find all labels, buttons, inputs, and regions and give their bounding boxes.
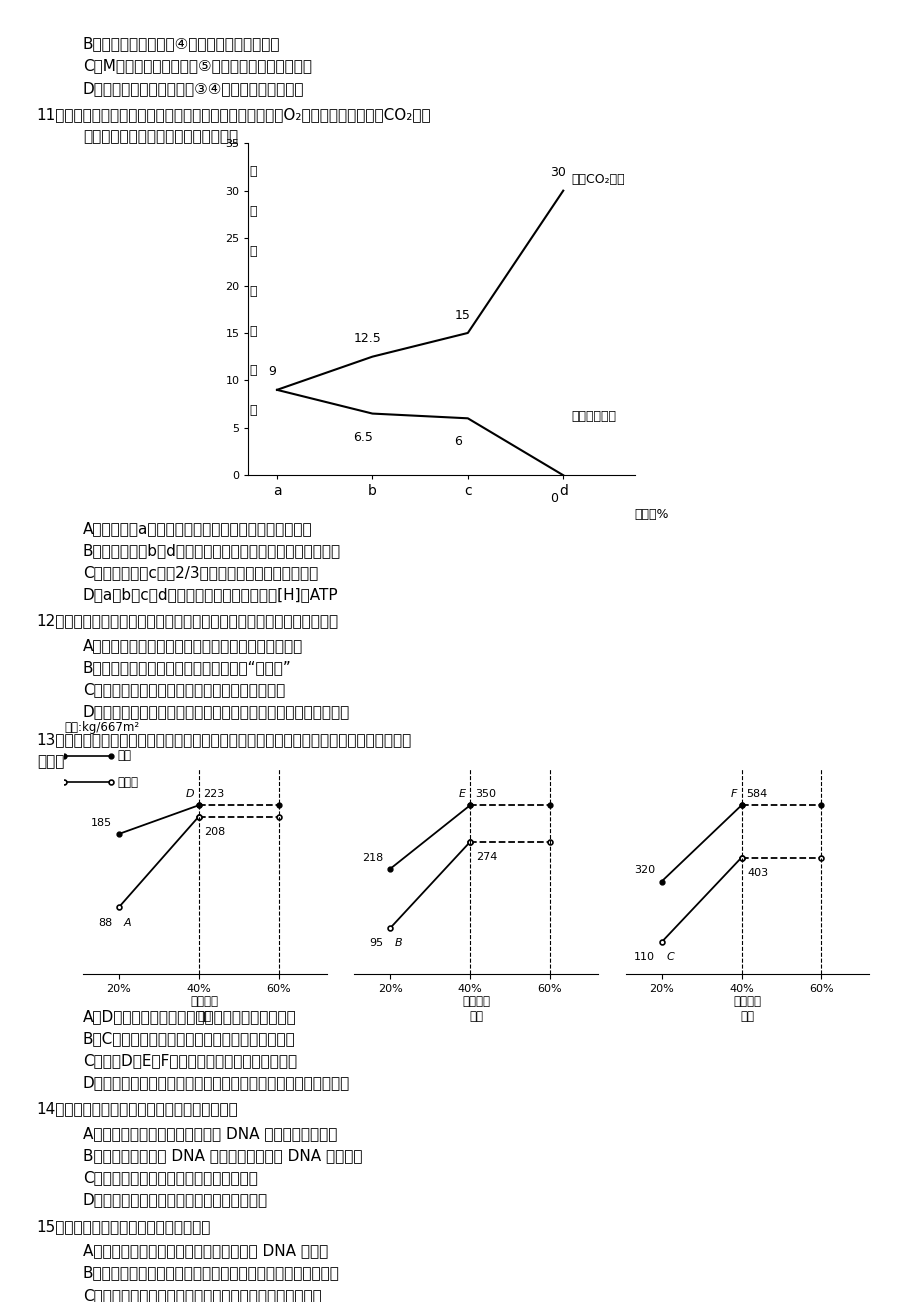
Text: C．有丝分裂过程中抑制纺锤体的形成后着丝点仍然能分裂: C．有丝分裂过程中抑制纺锤体的形成后着丝点仍然能分裂 [83,1288,322,1302]
Text: 0: 0 [550,492,557,505]
X-axis label: 土壤湿度
强光: 土壤湿度 强光 [732,995,761,1023]
Text: B．包扎伤口时应选择消毒透气的纱布或“创可贴”: B．包扎伤口时应选择消毒透气的纱布或“创可贴” [83,660,291,676]
Text: 误的是: 误的是 [37,754,64,769]
Text: D．a、b、c、d不同氧浓度下，细胞都产生[H]和ATP: D．a、b、c、d不同氧浓度下，细胞都产生[H]和ATP [83,587,338,603]
Text: B．C点条件下限制小麦增产的主要因素是土壤湿度: B．C点条件下限制小麦增产的主要因素是土壤湿度 [83,1031,295,1047]
Text: 单位:kg/667m²: 单位:kg/667m² [64,721,140,734]
Text: A．氧浓度为a时酵母菌没有有氧呼吸，只进行无氧呼吸: A．氧浓度为a时酵母菌没有有氧呼吸，只进行无氧呼吸 [83,521,312,536]
Text: 14．下列关于动物细胞有丝分裂的叙述正确的是: 14．下列关于动物细胞有丝分裂的叙述正确的是 [37,1101,238,1117]
Text: 施肥: 施肥 [118,749,131,762]
Text: 30: 30 [550,167,566,180]
Text: A．提倡慢跑等有氧运动避免肌细胞无氧呼吸产生乳酸: A．提倡慢跑等有氧运动避免肌细胞无氧呼吸产生乳酸 [83,638,302,654]
Text: C．动物体内所有的细胞都处于细胞周期中: C．动物体内所有的细胞都处于细胞周期中 [83,1170,257,1186]
Text: 12．呼吸作用的原理在生产中具有广泛的应用。下列相关叙述不正确的是: 12．呼吸作用的原理在生产中具有广泛的应用。下列相关叙述不正确的是 [37,613,338,629]
Text: D．在氧气充足的情况下，③④进程发生于线粒体中: D．在氧气充足的情况下，③④进程发生于线粒体中 [83,81,304,96]
Text: 274: 274 [475,853,496,862]
Text: D．分裂后期，染色体数和染色体组数都加倍: D．分裂后期，染色体数和染色体组数都加倍 [83,1193,267,1208]
Text: B．真核生物中只存在有丝分裂和减数分裂，不会发生无丝分裂: B．真核生物中只存在有丝分裂和减数分裂，不会发生无丝分裂 [83,1266,339,1281]
Text: 如下图所示。据图中信息推断错误的是: 如下图所示。据图中信息推断错误的是 [83,129,238,145]
Text: 的: 的 [249,324,256,337]
Text: 质: 质 [249,285,256,298]
Text: C．M物质应该是丙酮酸，⑤过程不会发生在线粒体中: C．M物质应该是丙酮酸，⑤过程不会发生在线粒体中 [83,59,312,74]
Text: D．给稻田定期排水的主要目的是防止水稻根系因缺氧而变黑腐烂: D．给稻田定期排水的主要目的是防止水稻根系因缺氧而变黑腐烂 [83,704,349,720]
Text: C．比较D、E、F三点时实验的自变量是光照强度: C．比较D、E、F三点时实验的自变量是光照强度 [83,1053,297,1069]
Text: C．粮食和蔬菜水果储藏时要降低温度、保持干燥: C．粮食和蔬菜水果储藏时要降低温度、保持干燥 [83,682,285,698]
X-axis label: 土壤湿度
中光: 土壤湿度 中光 [461,995,490,1023]
Text: A．分裂间期，在细胞核中发生了 DNA 复制、转录和翻译: A．分裂间期，在细胞核中发生了 DNA 复制、转录和翻译 [83,1126,336,1142]
Text: 不施肥: 不施肥 [118,776,138,789]
Text: B: B [394,939,403,948]
Text: 15: 15 [455,309,471,322]
Text: 12.5: 12.5 [354,332,381,345]
Text: 物: 物 [249,245,256,258]
Text: 11．有一瓶混有酵母菌的葡萄糖培养液，当通入不同浓度的O₂时，其产生的酒精和CO₂的量: 11．有一瓶混有酵母菌的葡萄糖培养液，当通入不同浓度的O₂时，其产生的酒精和CO… [37,107,431,122]
Text: 208: 208 [204,827,225,837]
Text: 403: 403 [746,868,767,878]
Text: 223: 223 [203,789,224,799]
Text: 350: 350 [474,789,495,799]
Text: B．当氧浓度为b和d时，酵母菌细胞呼吸消耗的葡萄糖量相等: B．当氧浓度为b和d时，酵母菌细胞呼吸消耗的葡萄糖量相等 [83,543,341,559]
Text: 110: 110 [633,953,654,962]
Text: D: D [185,789,194,799]
Text: 15．下列关于细胞增殖的叙述不正确的是: 15．下列关于细胞增殖的叙述不正确的是 [37,1219,211,1234]
Text: 218: 218 [362,853,383,863]
Text: 氧浓度%: 氧浓度% [634,509,669,521]
Text: C．当氧浓度为c时，2/3的葡萄糖用于酵母菌酒精发酵: C．当氧浓度为c时，2/3的葡萄糖用于酵母菌酒精发酵 [83,565,318,581]
Text: F: F [730,789,736,799]
Text: 13．在某些因素的作用和影响下可以获得不同产量的小麦。实验结果如图所示，下列叙述错: 13．在某些因素的作用和影响下可以获得不同产量的小麦。实验结果如图所示，下列叙述… [37,732,412,747]
Text: B．在缺氧的情况下，④过程中不会产生还原氢: B．在缺氧的情况下，④过程中不会产生还原氢 [83,36,280,52]
Text: 584: 584 [745,789,766,799]
Text: 320: 320 [633,866,654,875]
Text: 产: 产 [249,165,256,178]
Text: 9: 9 [268,366,276,379]
Text: B．如果用药物抑制 DNA 复制，子细胞内的 DNA 将会减半: B．如果用药物抑制 DNA 复制，子细胞内的 DNA 将会减半 [83,1148,362,1164]
Text: 6: 6 [454,435,461,448]
Text: 产生CO₂的量: 产生CO₂的量 [571,173,624,186]
Text: 95: 95 [369,939,383,948]
Text: A: A [123,918,131,927]
Text: 生: 生 [249,204,256,217]
Text: 6.5: 6.5 [353,431,372,444]
Text: E: E [458,789,465,799]
Text: 88: 88 [98,918,112,927]
Text: A．D点条件下限制小麦增产的主要因素是光照强度: A．D点条件下限制小麦增产的主要因素是光照强度 [83,1009,296,1025]
X-axis label: 土壤湿度
弱光: 土壤湿度 弱光 [190,995,219,1023]
Text: D．据图所知影响小麦产量的因素是光照强度和土壤湿度两个方面: D．据图所知影响小麦产量的因素是光照强度和土壤湿度两个方面 [83,1075,349,1091]
Text: C: C [665,953,674,962]
Text: 量: 量 [249,404,256,417]
Text: 185: 185 [91,818,112,828]
Text: A．有丝分裂、减数分裂和无丝分裂都存在 DNA 的复制: A．有丝分裂、减数分裂和无丝分裂都存在 DNA 的复制 [83,1243,328,1259]
Text: 的: 的 [249,365,256,378]
Text: 产生酒精的量: 产生酒精的量 [571,410,615,423]
